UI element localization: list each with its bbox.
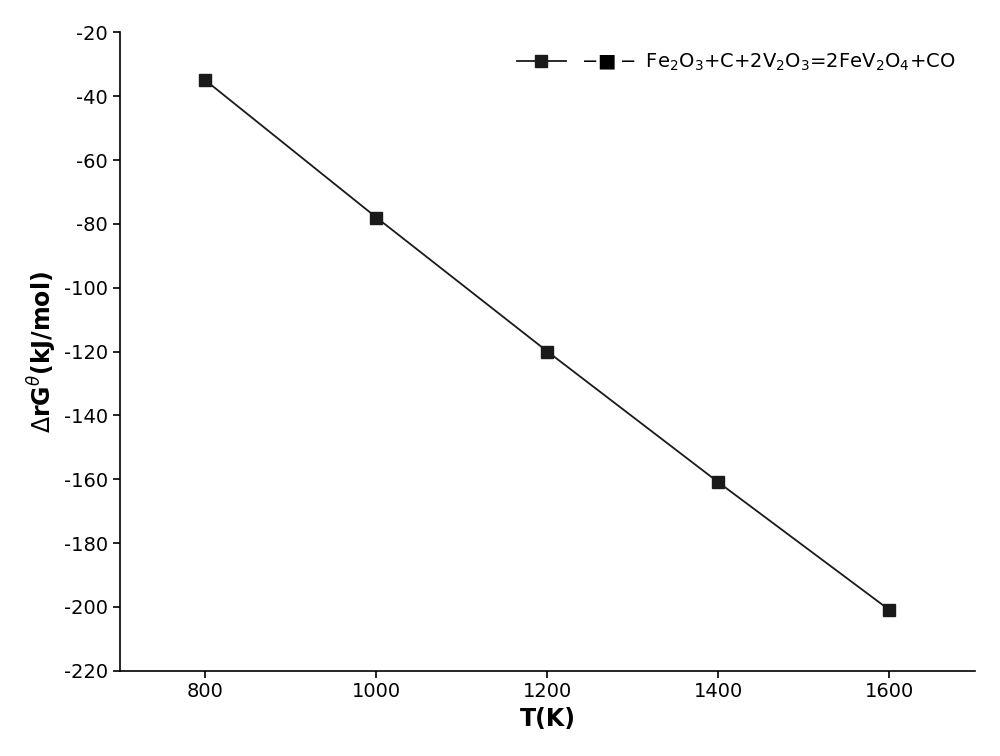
X-axis label: T(K): T(K) <box>519 707 575 731</box>
Y-axis label: $\Delta$rG$^{\theta}$(kJ/mol): $\Delta$rG$^{\theta}$(kJ/mol) <box>25 271 59 432</box>
Legend: $-\blacksquare-$ Fe$_{2}$O$_{3}$+C+2V$_{2}$O$_{3}$=2FeV$_{2}$O$_{4}$+CO: $-\blacksquare-$ Fe$_{2}$O$_{3}$+C+2V$_{… <box>507 42 965 83</box>
